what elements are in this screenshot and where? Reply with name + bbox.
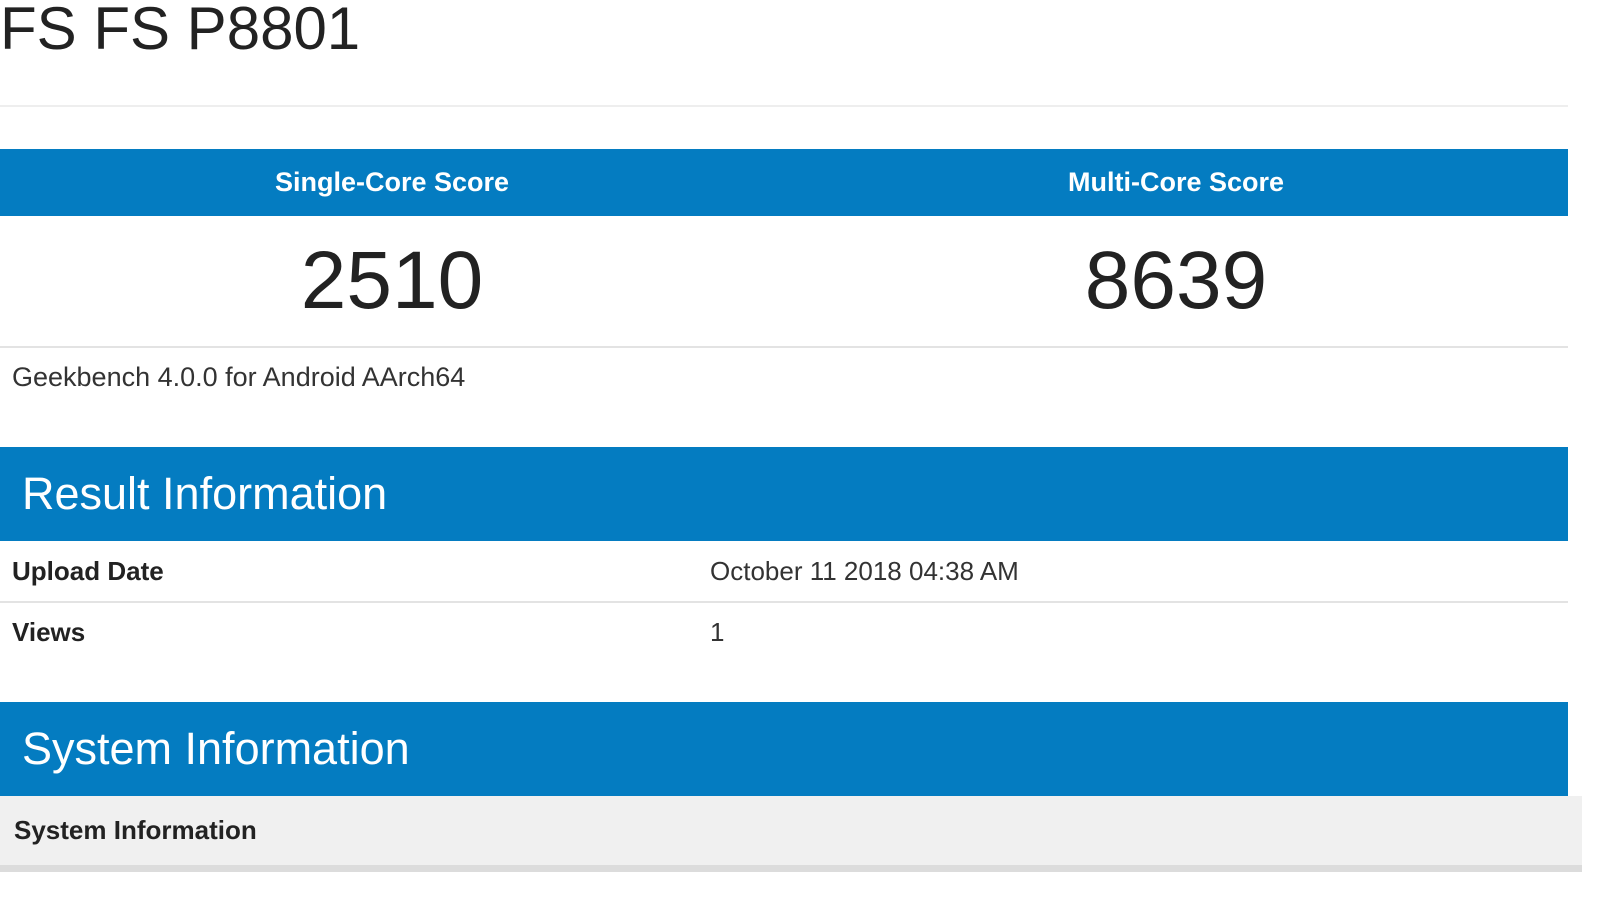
row-value: 1 bbox=[710, 617, 725, 647]
single-core-label: Single-Core Score bbox=[274, 167, 510, 197]
page-title: FS FS P8801 bbox=[0, 0, 361, 62]
multi-core-label: Multi-Core Score bbox=[1067, 167, 1285, 197]
system-information-heading: System Information bbox=[0, 702, 1568, 796]
single-core-score: 2510 bbox=[300, 235, 484, 326]
divider bbox=[0, 105, 1568, 107]
multi-core-score: 8639 bbox=[1084, 235, 1268, 326]
row-value: October 11 2018 04:38 AM bbox=[710, 556, 1019, 586]
result-information-heading: Result Information bbox=[0, 447, 1568, 541]
row-label: Upload Date bbox=[12, 556, 164, 586]
score-header: Single-Core Score Multi-Core Score bbox=[0, 149, 1568, 216]
score-values: 2510 8639 bbox=[0, 216, 1568, 348]
table-row: Views 1 bbox=[0, 602, 1568, 662]
system-information-subheading: System Information bbox=[0, 796, 1582, 872]
row-label: Views bbox=[12, 617, 86, 647]
benchmark-version: Geekbench 4.0.0 for Android AArch64 bbox=[12, 362, 466, 392]
table-row: Upload Date October 11 2018 04:38 AM bbox=[0, 541, 1568, 603]
